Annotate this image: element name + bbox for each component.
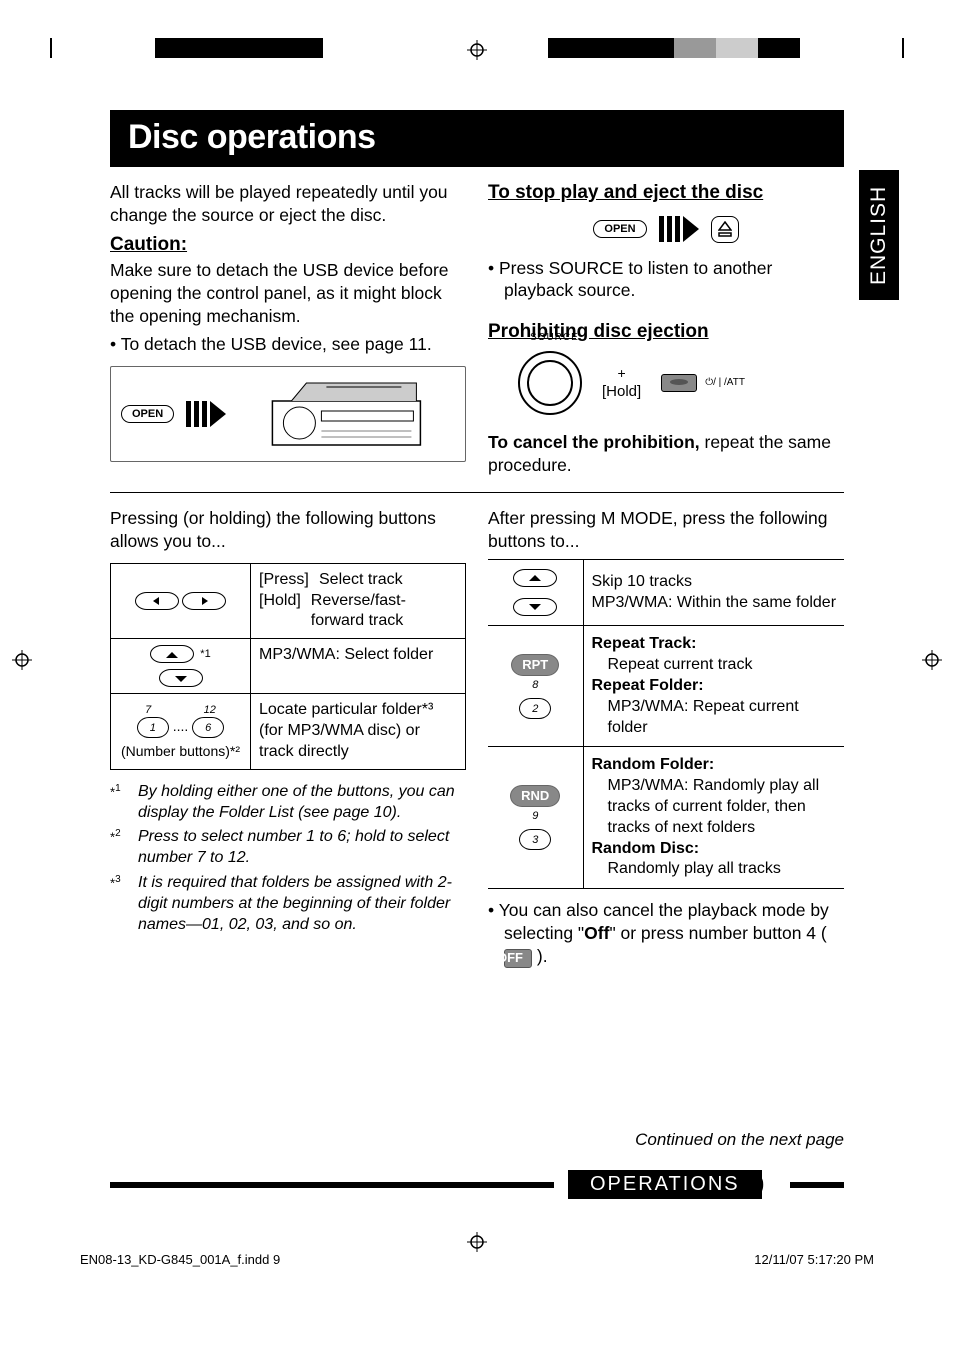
power-att-button [661, 374, 697, 392]
skip-buttons-icon [488, 559, 583, 626]
folder-buttons-icon: *1 [111, 639, 251, 694]
language-tab: ENGLISH [859, 170, 899, 300]
cancel-prohibition: To cancel the prohibition, repeat the sa… [488, 431, 844, 477]
table-row: RND 9 3 Random Folder: MP3/WMA: Randomly… [488, 747, 844, 889]
arrow-icon [186, 401, 226, 427]
page-content: Disc operations All tracks will be playe… [110, 110, 844, 974]
rpt-button-icon: RPT 8 2 [488, 626, 583, 747]
page-footer: OPERATIONS 9 [110, 1170, 844, 1200]
power-button-group: ⏻/ | /ATT [661, 374, 745, 392]
intro-text: All tracks will be played repeatedly unt… [110, 181, 466, 227]
control-knob-icon [518, 351, 582, 415]
caution-heading: Caution: [110, 233, 466, 258]
open-button-label: OPEN [121, 405, 174, 423]
left-column: All tracks will be played repeatedly unt… [110, 181, 466, 482]
registration-mark-icon [922, 650, 942, 670]
prohibit-diagram: SOURCE + [Hold] ⏻/ | /ATT [518, 351, 844, 415]
registration-mark-icon [467, 40, 487, 60]
press-hold-intro: Pressing (or holding) the following butt… [110, 507, 466, 553]
plus-hold: + [Hold] [602, 364, 641, 402]
button-actions-table: [Press]Select track [Hold]Reverse/fast-f… [110, 563, 466, 770]
right-column: To stop play and eject the disc OPEN Pre… [488, 181, 844, 482]
print-footer: EN08-13_KD-G845_001A_f.indd 9 12/11/07 5… [80, 1252, 874, 1267]
table-row: [Press]Select track [Hold]Reverse/fast-f… [111, 563, 466, 638]
divider [110, 492, 844, 493]
stop-eject-heading: To stop play and eject the disc [488, 181, 844, 206]
arrow-icon [659, 216, 699, 242]
footnotes: *1By holding either one of the buttons, … [110, 782, 466, 936]
registration-mark-icon [467, 1232, 487, 1252]
footer-section-label: OPERATIONS [568, 1170, 762, 1199]
open-panel-diagram: OPEN [110, 366, 466, 462]
left-lower-column: Pressing (or holding) the following butt… [110, 507, 466, 973]
section-title: Disc operations [110, 110, 844, 167]
right-lower-column: After pressing M MODE, press the followi… [488, 507, 844, 973]
print-filename: EN08-13_KD-G845_001A_f.indd 9 [80, 1252, 280, 1267]
rnd-button-icon: RND 9 3 [488, 747, 583, 889]
table-row: RPT 8 2 Repeat Track: Repeat current tra… [488, 626, 844, 747]
mmode-actions-table: Skip 10 tracks MP3/WMA: Within the same … [488, 559, 844, 889]
source-label: SOURCE [530, 331, 579, 344]
eject-icon [711, 216, 739, 243]
table-row: *1 MP3/WMA: Select folder [111, 639, 466, 694]
table-row: 712 1 .... 6 (Number buttons)*² Locate p… [111, 694, 466, 769]
eject-diagram: OPEN [488, 216, 844, 243]
off-pill: OFF [504, 949, 532, 968]
power-att-label: ⏻/ | /ATT [705, 376, 745, 389]
table-row: Skip 10 tracks MP3/WMA: Within the same … [488, 559, 844, 626]
continued-note: Continued on the next page [635, 1130, 844, 1150]
print-timestamp: 12/11/07 5:17:20 PM [754, 1252, 874, 1267]
stop-bullet: Press SOURCE to listen to another playba… [488, 257, 844, 303]
mmode-intro: After pressing M MODE, press the followi… [488, 507, 844, 553]
caution-body: Make sure to detach the USB device befor… [110, 259, 466, 327]
open-button-label: OPEN [593, 220, 646, 238]
page-number: 9 [750, 1170, 764, 1201]
number-buttons-icon: 712 1 .... 6 (Number buttons)*² [111, 694, 251, 769]
stereo-deck-icon [238, 381, 455, 447]
caution-bullet: To detach the USB device, see page 11. [110, 333, 466, 356]
cancel-mode-note: You can also cancel the playback mode by… [488, 899, 844, 967]
registration-mark-icon [12, 650, 32, 670]
track-buttons-icon [111, 563, 251, 638]
